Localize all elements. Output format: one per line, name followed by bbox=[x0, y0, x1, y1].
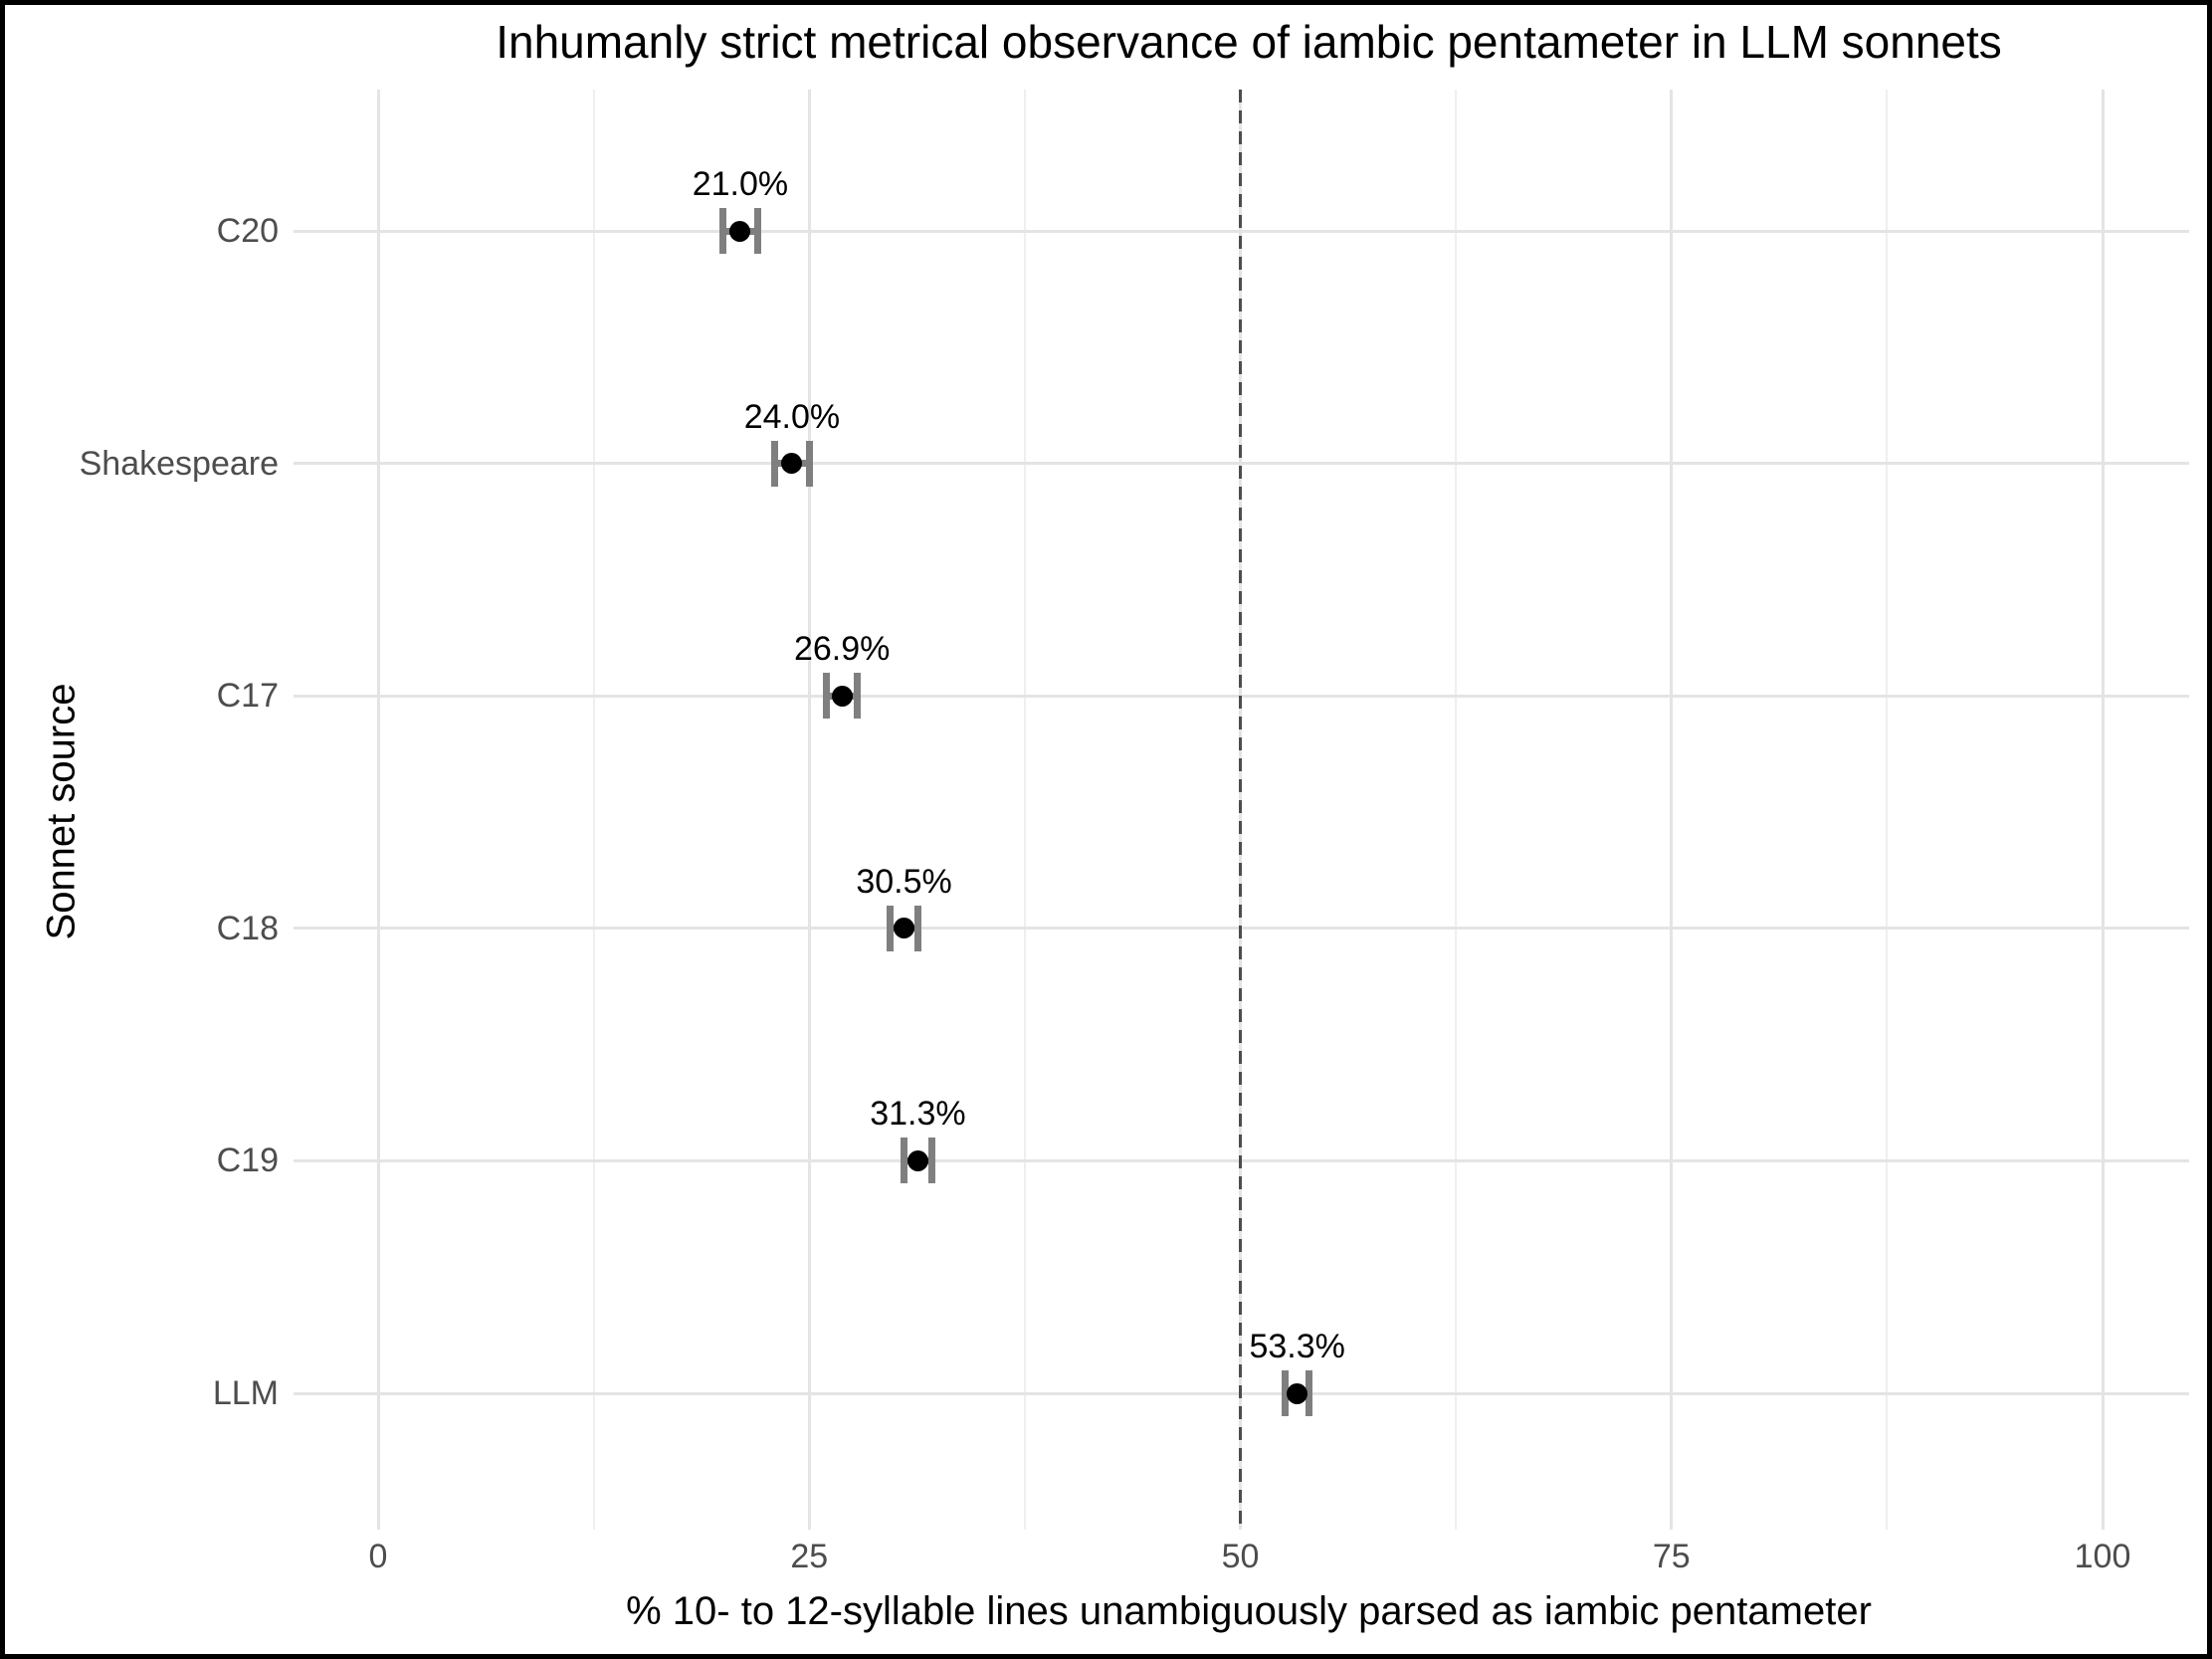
error-bar-cap-high bbox=[805, 440, 813, 487]
data-point-label: 24.0% bbox=[743, 397, 841, 436]
y-tick-label: C18 bbox=[216, 909, 279, 947]
error-bar-cap-low bbox=[901, 1138, 908, 1184]
x-minor-gridline bbox=[592, 90, 595, 1530]
x-tick-label: 25 bbox=[790, 1538, 829, 1575]
y-tick-label: C17 bbox=[216, 677, 279, 716]
error-bar-cap-low bbox=[719, 208, 727, 254]
x-minor-gridline bbox=[1455, 90, 1458, 1530]
y-tick-label: Shakespeare bbox=[79, 444, 279, 483]
error-bar-cap-low bbox=[887, 905, 895, 951]
y-tick-label: C20 bbox=[216, 212, 279, 250]
reference-line bbox=[1239, 90, 1242, 1530]
error-bar-cap-low bbox=[771, 440, 779, 487]
x-tick-label: 50 bbox=[1221, 1538, 1260, 1575]
x-minor-gridline bbox=[1886, 90, 1889, 1530]
data-point bbox=[894, 918, 915, 939]
x-axis-title: % 10- to 12-syllable lines unambiguously… bbox=[626, 1589, 1872, 1633]
data-point bbox=[729, 220, 751, 242]
x-tick-label: 100 bbox=[2074, 1538, 2131, 1575]
error-bar-cap-low bbox=[823, 673, 831, 720]
x-tick-label: 0 bbox=[368, 1538, 388, 1575]
data-point-label: 31.3% bbox=[870, 1095, 966, 1134]
error-bar-cap-high bbox=[927, 1138, 935, 1184]
x-major-gridline bbox=[807, 90, 811, 1530]
x-major-gridline bbox=[376, 90, 380, 1530]
x-tick-label: 75 bbox=[1652, 1538, 1691, 1575]
x-major-gridline bbox=[1670, 90, 1674, 1530]
error-bar-cap-high bbox=[1306, 1370, 1313, 1416]
data-point bbox=[781, 453, 803, 475]
data-point bbox=[906, 1149, 928, 1171]
chart-title: Inhumanly strict metrical observance of … bbox=[496, 16, 2002, 68]
data-point-label: 30.5% bbox=[856, 862, 952, 901]
error-bar-cap-high bbox=[753, 208, 761, 254]
error-bar-cap-high bbox=[854, 673, 862, 720]
x-minor-gridline bbox=[1023, 90, 1026, 1530]
y-tick-label: C19 bbox=[216, 1141, 279, 1180]
error-bar-cap-high bbox=[913, 905, 921, 951]
data-point-label: 53.3% bbox=[1249, 1328, 1345, 1365]
x-major-gridline bbox=[2101, 90, 2105, 1530]
error-bar-cap-low bbox=[1282, 1370, 1290, 1416]
y-tick-label: LLM bbox=[212, 1374, 279, 1412]
data-point bbox=[1287, 1382, 1308, 1404]
plot-panel: 0 25 50 75 100 C20 Shakespeare C17 C18 C19 LLM 21.0… bbox=[5, 5, 2207, 1654]
data-point bbox=[831, 685, 853, 707]
data-point-label: 21.0% bbox=[692, 165, 789, 203]
data-point-label: 26.9% bbox=[793, 630, 891, 669]
